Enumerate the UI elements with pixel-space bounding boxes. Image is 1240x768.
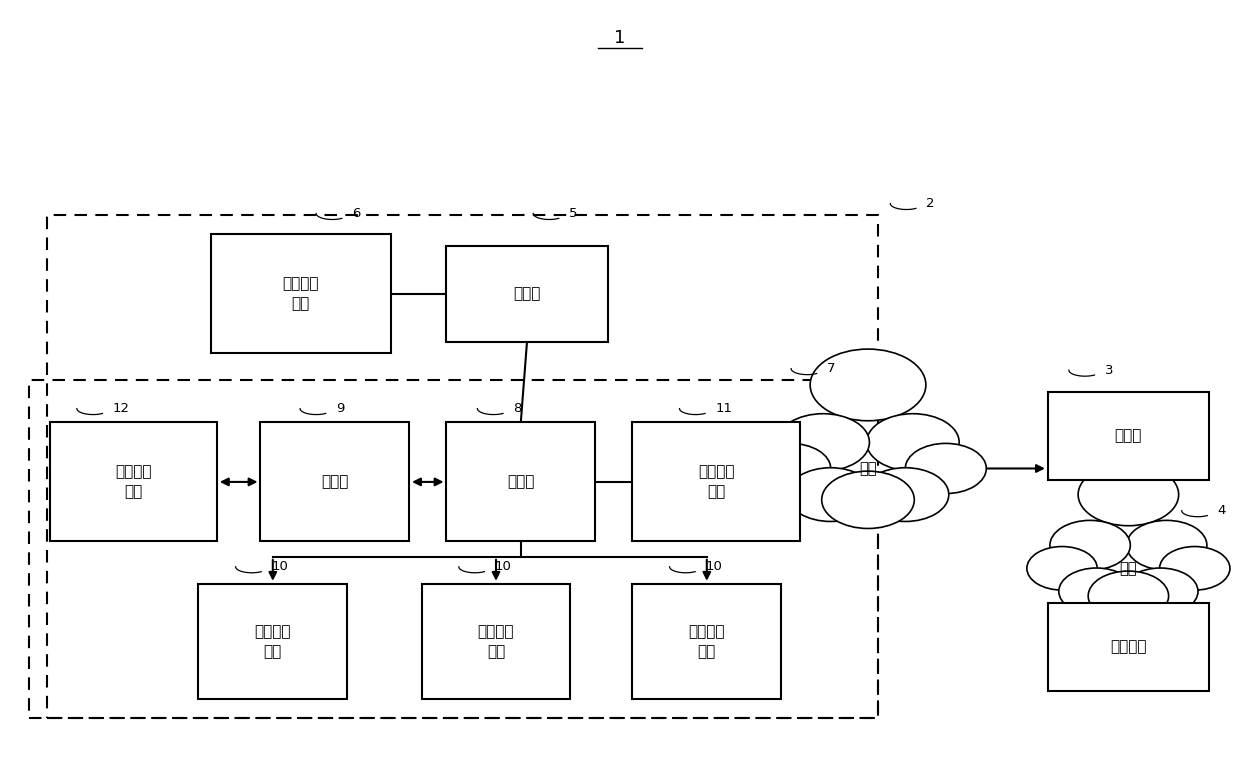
Bar [260,422,409,541]
Text: 无线通信
模块: 无线通信 模块 [698,465,734,499]
Bar [29,380,878,718]
Circle shape [1089,571,1168,621]
Circle shape [862,468,949,521]
Circle shape [1059,568,1135,614]
Text: 空调控制
装置: 空调控制 装置 [115,465,151,499]
Circle shape [776,414,869,471]
Text: 服务器: 服务器 [1115,429,1142,443]
Bar [422,584,570,699]
Text: 温度调节
设备: 温度调节 设备 [283,276,319,311]
Text: 5: 5 [569,207,578,220]
Circle shape [822,471,914,528]
Circle shape [1078,463,1179,526]
Circle shape [1122,568,1198,614]
Text: 网络: 网络 [1120,561,1137,576]
Circle shape [1050,521,1131,570]
Circle shape [1159,547,1230,590]
Text: 9: 9 [336,402,345,415]
Circle shape [1126,521,1207,570]
Circle shape [867,414,960,471]
Bar [1048,392,1209,480]
Text: 10: 10 [495,561,512,573]
Text: 用户终端: 用户终端 [1110,640,1147,654]
Text: 8: 8 [513,402,522,415]
Bar [198,584,347,699]
Text: 网络: 网络 [859,461,877,476]
Text: 4: 4 [1218,505,1226,517]
Text: 信号获取
模块: 信号获取 模块 [477,624,515,659]
Text: 存储器: 存储器 [321,475,348,489]
Text: 3: 3 [1105,364,1114,376]
Text: 处理器: 处理器 [507,475,534,489]
Bar [50,422,217,541]
Bar [211,234,391,353]
Text: 10: 10 [706,561,723,573]
Circle shape [905,443,986,494]
Bar [446,422,595,541]
Bar [632,584,781,699]
Text: 信号获取
模块: 信号获取 模块 [254,624,291,659]
Text: 12: 12 [113,402,130,415]
Bar [446,246,608,342]
Text: 2: 2 [926,197,935,210]
Text: 6: 6 [352,207,361,220]
Circle shape [810,349,926,421]
Circle shape [750,443,831,494]
Text: 10: 10 [272,561,289,573]
Text: 1: 1 [614,29,626,48]
Bar [1048,603,1209,691]
Text: 主控板: 主控板 [513,286,541,301]
Text: 7: 7 [827,362,836,375]
Bar [47,215,878,718]
Circle shape [787,468,874,521]
Text: 11: 11 [715,402,733,415]
Text: 信号获取
模块: 信号获取 模块 [688,624,725,659]
Circle shape [1027,547,1097,590]
Bar [632,422,800,541]
